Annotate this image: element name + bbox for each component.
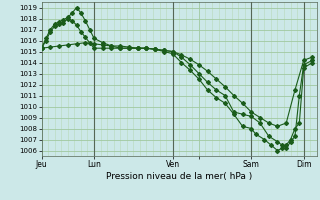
X-axis label: Pression niveau de la mer( hPa ): Pression niveau de la mer( hPa ) <box>106 172 252 181</box>
